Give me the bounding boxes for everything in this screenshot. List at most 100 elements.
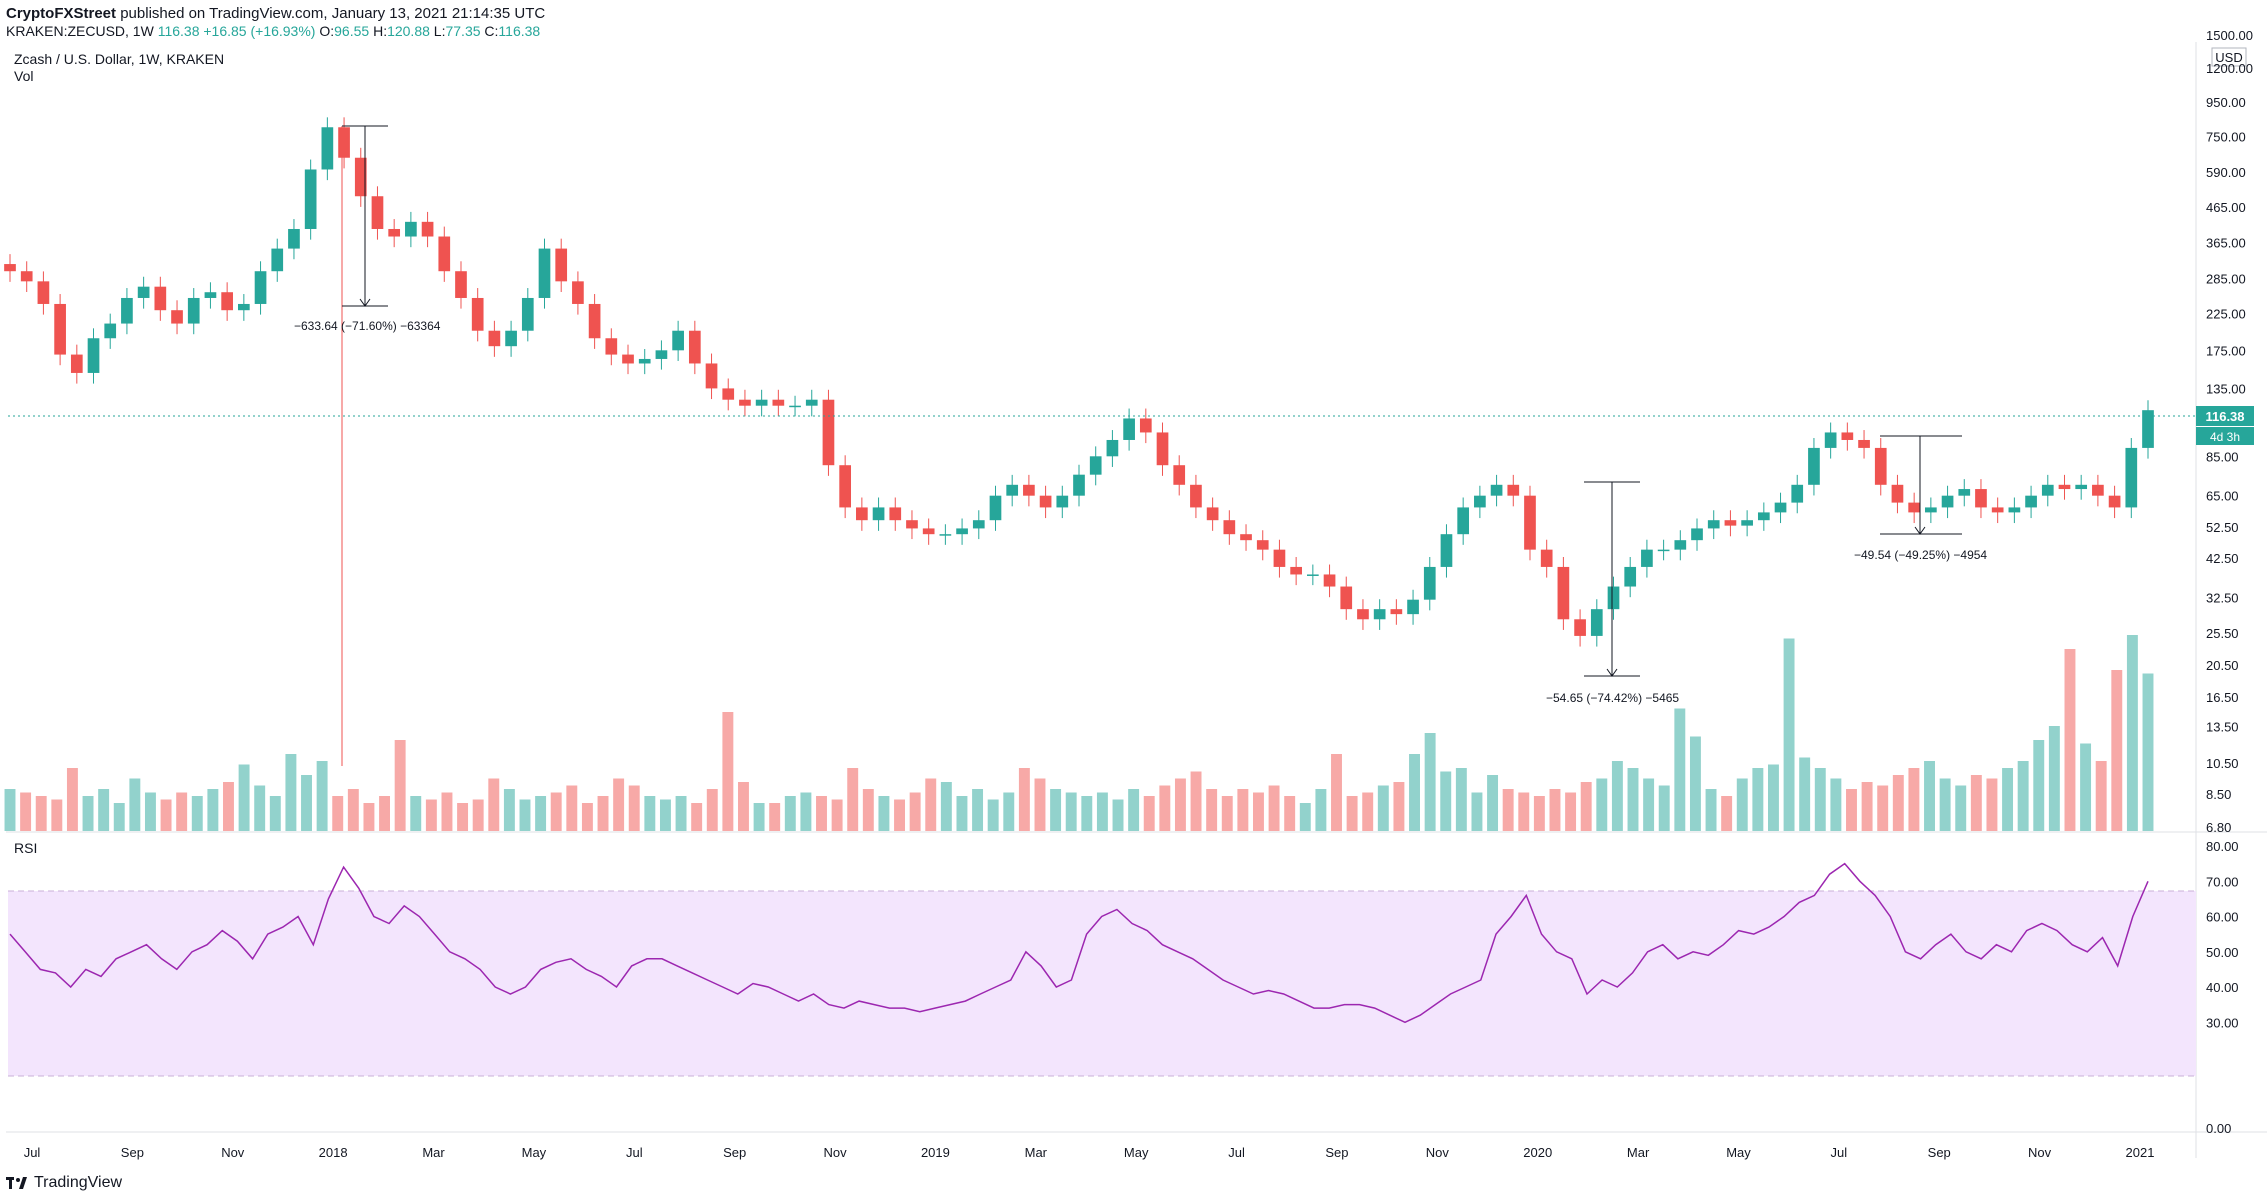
close-value: 116.38 <box>498 23 541 39</box>
price-tick-label: 52.50 <box>2206 520 2239 535</box>
candle-down <box>588 303 601 339</box>
candle-up <box>1707 520 1720 529</box>
candle-up <box>1958 489 1971 496</box>
candle-up <box>1056 495 1069 508</box>
candle-down <box>1256 540 1269 550</box>
time-tick-label: Nov <box>2028 1145 2052 1160</box>
candle-down <box>1975 489 1987 508</box>
candle-up <box>1824 432 1837 448</box>
measure-annotation-2[interactable]: −54.65 (−74.42%) −5465 <box>1546 481 1679 705</box>
rsi-tick-label: 60.00 <box>2206 910 2239 925</box>
volume-bar <box>987 799 999 831</box>
volume-bar <box>1830 778 1842 831</box>
volume-bar <box>4 789 16 831</box>
volume-bar <box>98 789 110 831</box>
volume-bar <box>972 789 984 831</box>
volume-bar <box>1377 785 1389 831</box>
measure-annotation-3[interactable]: −49.54 (−49.25%) −4954 <box>1854 435 1987 562</box>
candle-down <box>1190 484 1202 508</box>
candle-down <box>471 297 484 331</box>
volume-bar <box>1034 778 1046 831</box>
candle-down <box>371 196 384 229</box>
volume-bar <box>800 792 812 831</box>
measure-annotation-1[interactable]: −633.64 (−71.60%) −63364 <box>294 125 441 333</box>
volume-bar <box>925 778 937 831</box>
candle-down <box>221 292 233 311</box>
candle-up <box>204 292 217 298</box>
volume-bar <box>1643 778 1655 831</box>
volume-bar <box>1409 754 1420 831</box>
currency-box[interactable] <box>2211 47 2247 67</box>
volume-bar <box>1362 792 1374 831</box>
time-tick-label: Mar <box>1025 1145 1048 1160</box>
time-tick-label: Sep <box>1325 1145 1348 1160</box>
time-tick-label: Nov <box>221 1145 245 1160</box>
candle-down <box>1574 619 1586 636</box>
volume-bar <box>191 796 203 831</box>
volume-bar <box>1174 778 1186 831</box>
candle-down <box>1891 484 1904 503</box>
candle-up <box>1657 549 1670 552</box>
candle-up <box>254 271 267 304</box>
volume-bars <box>4 635 2154 831</box>
candle-down <box>772 399 785 406</box>
vol-label: Vol <box>14 68 33 84</box>
volume-bar <box>1112 799 1124 831</box>
candle-up <box>1791 484 1804 503</box>
volume-bar <box>1565 792 1577 831</box>
volume-bar <box>301 775 312 831</box>
volume-bar <box>2017 761 2029 831</box>
volume-bar <box>581 803 593 831</box>
candle-down <box>1290 566 1302 575</box>
candle-up <box>956 528 968 535</box>
author-name[interactable]: CryptoFXStreet <box>6 5 117 22</box>
volume-bar <box>1611 761 1623 831</box>
rsi-label: RSI <box>14 840 37 856</box>
volume-bar <box>1081 796 1093 831</box>
candle-up <box>1474 495 1486 508</box>
candle-down <box>354 157 367 197</box>
volume-bar <box>503 789 515 831</box>
candle-up <box>1373 609 1386 620</box>
volume-bar <box>472 799 484 831</box>
rsi-tick-label: 80.00 <box>2206 839 2239 854</box>
volume-bar <box>410 796 422 831</box>
publish-header: CryptoFXStreet published on TradingView.… <box>6 5 545 22</box>
price-tick-label: 590.00 <box>2206 165 2246 180</box>
measure-text-2: −54.65 (−74.42%) −5465 <box>1546 691 1679 705</box>
volume-bar <box>1299 803 1311 831</box>
volume-bar <box>425 799 437 831</box>
volume-bar <box>1065 792 1077 831</box>
candle-up <box>1457 507 1470 535</box>
candle-up <box>2008 507 2021 513</box>
volume-bar <box>847 768 859 831</box>
candle-up <box>87 338 100 373</box>
tradingview-logo[interactable]: TradingView <box>6 1174 122 1192</box>
pane-title: Zcash / U.S. Dollar, 1W, KRAKEN <box>14 51 224 67</box>
volume-bar <box>1471 792 1483 831</box>
last-price-text: 116.38 <box>2205 409 2244 424</box>
candle-up <box>1757 512 1770 521</box>
candle-up <box>1106 439 1119 457</box>
candle-down <box>1841 432 1854 440</box>
candle-up <box>2041 484 2054 496</box>
tradingview-icon <box>6 1177 27 1189</box>
volume-bar <box>1799 757 1811 831</box>
tradingview-brand: TradingView <box>34 1174 123 1191</box>
candle-up <box>1440 534 1453 567</box>
candle-down <box>154 286 167 311</box>
price-tick-label: 20.50 <box>2206 658 2239 673</box>
volume-bar <box>1253 792 1264 831</box>
volume-bar <box>566 785 578 831</box>
candle-down <box>1023 484 1035 496</box>
candle-up <box>872 507 885 521</box>
candle-down <box>605 338 618 355</box>
candle-down <box>1039 495 1052 508</box>
time-tick-label: 2020 <box>1523 1145 1552 1160</box>
countdown-tag <box>2196 427 2254 445</box>
volume-bar <box>1986 778 1998 831</box>
volume-bar <box>1970 775 1982 831</box>
volume-bar <box>379 796 391 831</box>
volume-bar <box>207 789 219 831</box>
